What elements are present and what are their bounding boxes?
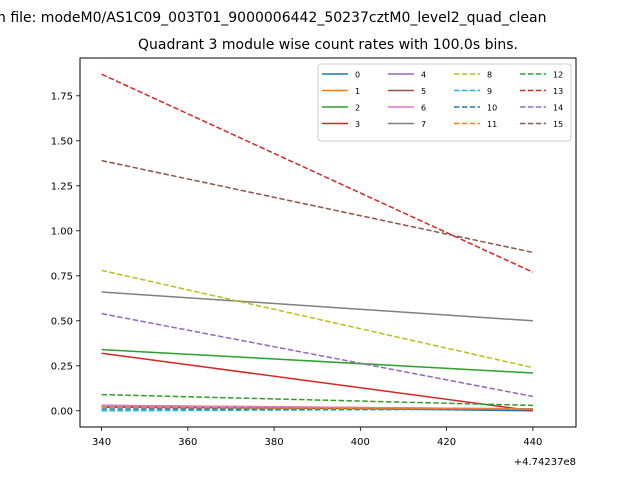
legend-label-6: 6	[421, 104, 426, 113]
y-tick-label: 0.50	[51, 316, 73, 327]
series-line-8	[101, 269, 534, 369]
legend-frame	[317, 63, 572, 142]
y-axis: 0.00 0.25 0.50 0.75 1.00 1.25 1.50 1.75	[51, 91, 80, 417]
legend-label-1: 1	[355, 87, 360, 96]
axes-frame	[79, 57, 577, 428]
legend-label-11: 11	[487, 120, 497, 129]
y-tick-label: 0.25	[51, 361, 73, 372]
legend-label-0: 0	[355, 71, 360, 80]
chart-title: Quadrant 3 module wise count rates with …	[138, 37, 518, 53]
legend-label-5: 5	[421, 87, 426, 96]
legend-label-7: 7	[421, 120, 426, 129]
plot-area	[101, 73, 534, 412]
legend-label-8: 8	[487, 71, 492, 80]
series-line-15	[101, 159, 534, 254]
series-line-11	[101, 406, 533, 410]
y-tick-label: 1.25	[51, 181, 73, 192]
y-tick-label: 0.75	[51, 271, 73, 282]
legend-label-15: 15	[553, 120, 563, 129]
y-tick-label: 1.75	[51, 91, 73, 102]
x-tick-label: 340	[92, 437, 111, 448]
y-tick-label: 0.00	[51, 406, 73, 417]
x-tick-label: 440	[523, 437, 542, 448]
series-line-14	[101, 312, 534, 398]
x-axis: 340 360 380 400 420 440	[92, 427, 542, 448]
x-tick-label: 360	[178, 437, 197, 448]
series-line-12	[101, 393, 533, 407]
legend-label-10: 10	[487, 104, 497, 113]
legend-label-3: 3	[355, 120, 360, 129]
legend-label-4: 4	[421, 71, 426, 80]
y-tick-label: 1.50	[51, 136, 73, 147]
series-line-13	[101, 73, 534, 273]
x-tick-label: 380	[265, 437, 284, 448]
x-tick-label: 400	[351, 437, 370, 448]
series-line-3	[101, 352, 533, 412]
x-tick-label: 420	[437, 437, 456, 448]
legend-label-2: 2	[355, 104, 360, 113]
legend-label-14: 14	[553, 104, 563, 113]
figure-suptitle: n file: modeM0/AS1C09_003T01_9000006442_…	[0, 10, 546, 26]
series-line-7	[101, 291, 533, 322]
x-offset-label: +4.74237e8	[514, 457, 576, 468]
legend-label-13: 13	[553, 87, 563, 96]
legend-label-9: 9	[487, 87, 492, 96]
series-line-2	[101, 348, 533, 374]
y-tick-label: 1.00	[51, 226, 73, 237]
legend-label-12: 12	[553, 71, 563, 80]
